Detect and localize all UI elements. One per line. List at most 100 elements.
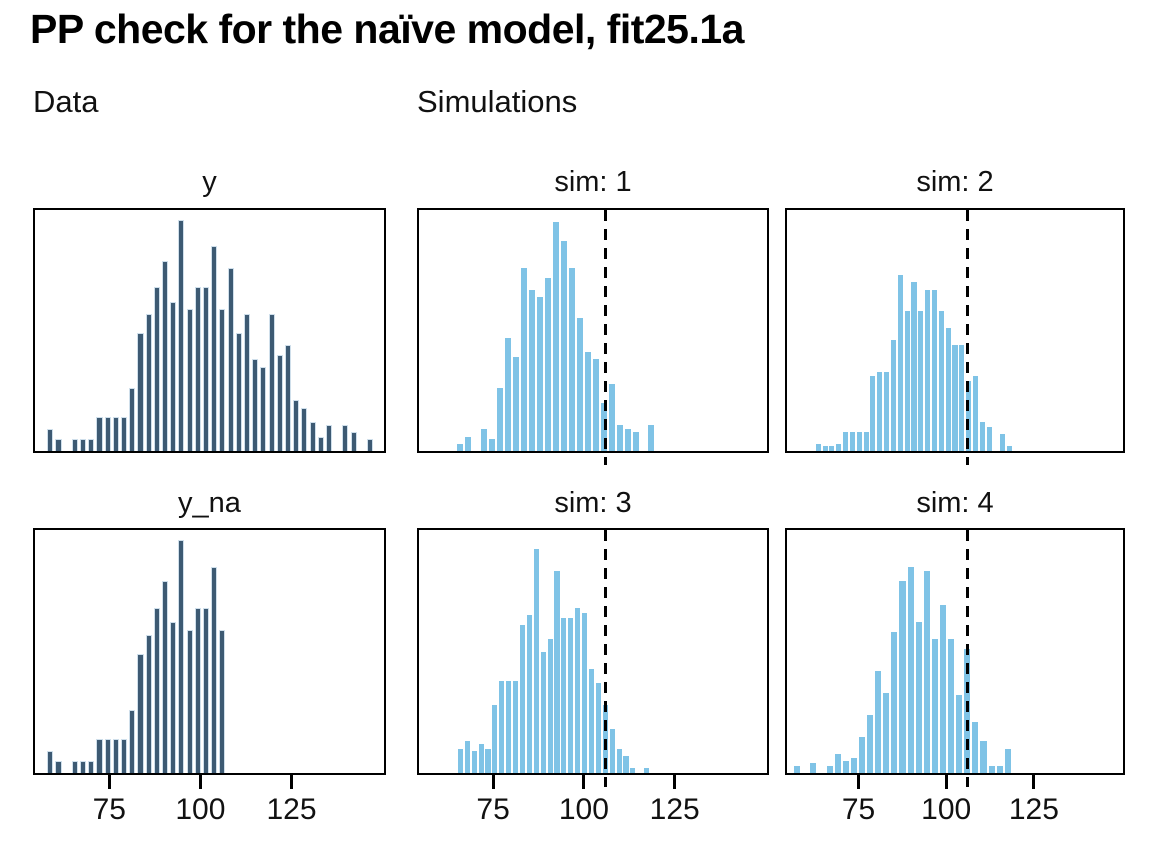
histogram-bar xyxy=(600,402,607,451)
histogram-bar xyxy=(815,443,821,451)
histogram-bar xyxy=(988,765,995,773)
histogram-bar xyxy=(104,417,111,451)
histogram-bar xyxy=(907,566,914,773)
histogram-bar xyxy=(112,739,119,773)
panel-title-sim4: sim: 4 xyxy=(916,487,994,519)
histogram-bar xyxy=(911,282,917,451)
histogram-bar xyxy=(648,424,655,451)
histogram-bar xyxy=(506,680,512,773)
histogram-bar xyxy=(608,383,615,451)
histogram-bar xyxy=(71,760,78,773)
histogram-bar xyxy=(88,760,95,773)
x-axis-tick-label: 100 xyxy=(558,793,609,826)
histogram-bar xyxy=(464,436,471,451)
x-axis-tick-label: 75 xyxy=(92,793,126,826)
histogram-bar xyxy=(616,424,623,451)
histogram-bar xyxy=(891,632,898,773)
histogram-bar xyxy=(552,222,559,451)
histogram-bar xyxy=(178,539,185,773)
histogram-bar xyxy=(194,287,201,451)
histogram-bar xyxy=(810,763,817,773)
histogram-bar xyxy=(252,359,259,451)
histogram-bar xyxy=(129,709,136,773)
histogram-bar xyxy=(47,751,54,773)
histogram-bar xyxy=(301,407,308,451)
histogram-bar xyxy=(561,617,567,773)
histogram-bar xyxy=(533,549,539,773)
histogram-bar xyxy=(1007,446,1013,451)
histogram-bar xyxy=(55,760,62,773)
reference-line xyxy=(965,210,969,465)
histogram-bar xyxy=(592,359,599,451)
histogram-bar xyxy=(211,566,218,773)
histogram-bar xyxy=(956,695,963,773)
histogram-bar xyxy=(568,617,574,773)
x-axis-tick xyxy=(198,775,202,789)
x-axis-tick xyxy=(857,775,860,789)
histogram-bar xyxy=(877,371,883,451)
histogram-bar xyxy=(137,653,144,773)
histogram-bar xyxy=(1000,434,1006,451)
histogram-bar xyxy=(568,267,575,451)
histogram-bar xyxy=(588,668,595,773)
x-axis-tick-label: 100 xyxy=(921,793,972,826)
x-axis-tick xyxy=(944,775,948,789)
histogram-bar xyxy=(80,438,87,451)
histogram-bar xyxy=(884,371,890,451)
histogram-bar xyxy=(842,760,849,773)
histogram-bar xyxy=(931,289,938,451)
histogram-bar xyxy=(284,345,292,451)
histogram-bar xyxy=(595,683,601,773)
histogram-bar xyxy=(121,739,128,773)
histogram-bar xyxy=(623,756,629,773)
histogram-bar xyxy=(499,680,505,773)
histogram-bar xyxy=(560,241,567,451)
plot-area-sim1 xyxy=(419,210,767,465)
histogram-bar xyxy=(794,765,801,773)
histogram-bar xyxy=(939,605,947,773)
histogram-bar xyxy=(485,748,491,773)
plot-area-sim4 xyxy=(787,530,1123,787)
histogram-bar xyxy=(948,639,955,773)
x-axis-tick-label: 125 xyxy=(266,793,317,826)
histogram-bar xyxy=(858,736,866,773)
histogram-bar xyxy=(202,607,210,773)
histogram-bar xyxy=(616,748,622,773)
histogram-bar xyxy=(121,417,128,451)
histogram-bar xyxy=(1004,748,1011,773)
plot-area-sim2 xyxy=(787,210,1123,465)
histogram-bar xyxy=(584,352,591,451)
panel-sim2 xyxy=(785,208,1125,465)
x-axis-tick xyxy=(673,775,677,789)
histogram-bar xyxy=(186,629,193,773)
panel-title-sim1: sim: 1 xyxy=(554,166,632,198)
histogram-bar xyxy=(547,639,553,773)
histogram-bar xyxy=(96,417,103,451)
histogram-bar xyxy=(227,267,234,451)
histogram-bar xyxy=(528,289,535,451)
panel-y_na xyxy=(33,528,386,775)
histogram-bar xyxy=(849,431,855,451)
histogram-bar xyxy=(918,311,924,451)
histogram-bar xyxy=(350,431,357,451)
histogram-bar xyxy=(71,438,78,451)
panel-title-y_na: y_na xyxy=(178,487,241,519)
histogram-bar xyxy=(194,607,201,773)
histogram-bar xyxy=(923,571,930,773)
histogram-bar xyxy=(129,388,136,451)
histogram-bar xyxy=(512,357,519,451)
histogram-bar xyxy=(366,438,374,451)
histogram-bar xyxy=(931,639,938,773)
histogram-bar xyxy=(938,311,944,451)
histogram-bar xyxy=(630,768,636,773)
histogram-bar xyxy=(235,332,242,451)
histogram-bar xyxy=(317,436,324,451)
histogram-bar xyxy=(243,313,251,451)
histogram-bar xyxy=(834,753,841,773)
histogram-bar xyxy=(47,429,54,451)
histogram-bar xyxy=(519,624,526,773)
histogram-bar xyxy=(186,308,193,451)
histogram-bar xyxy=(342,424,349,451)
histogram-bar xyxy=(88,438,95,451)
histogram-bar xyxy=(980,741,987,773)
